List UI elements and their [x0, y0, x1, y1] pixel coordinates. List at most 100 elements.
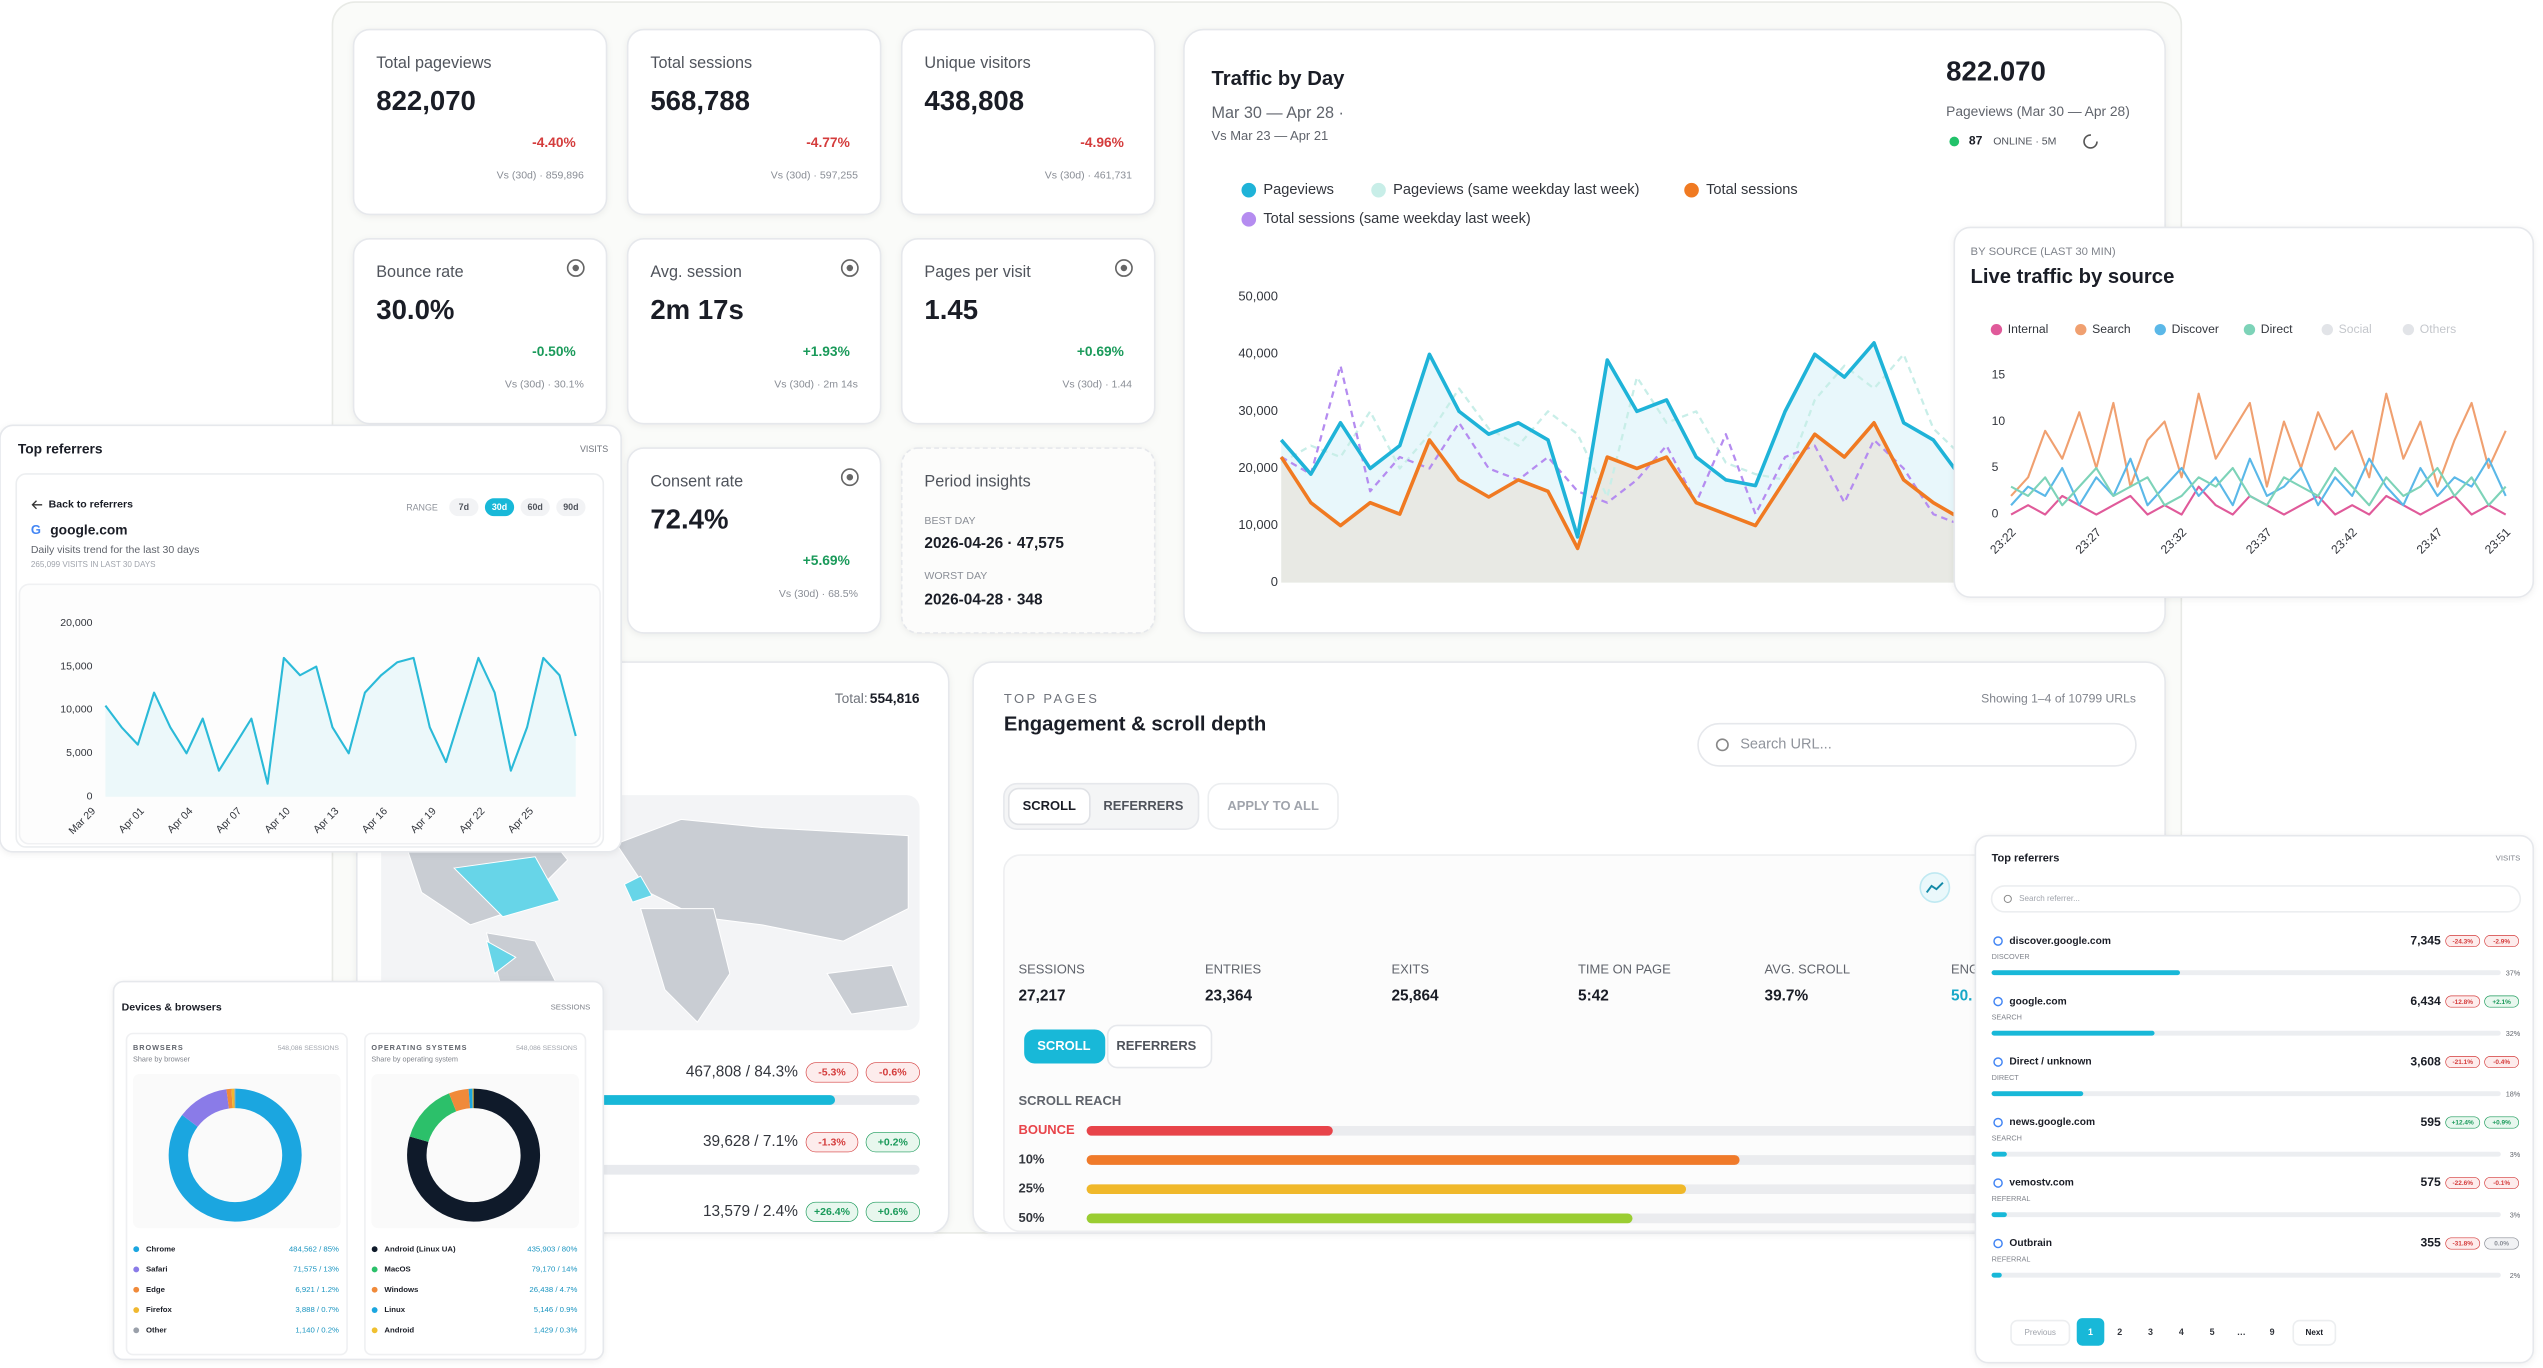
- legend-label: Linux: [384, 1305, 405, 1314]
- page-active[interactable]: [2076, 1318, 2105, 1346]
- card-title: Top referrers: [18, 441, 103, 456]
- kpi-change: -4.40%: [532, 135, 576, 150]
- legend-swatch[interactable]: [1990, 323, 2003, 336]
- legend-swatch: [371, 1327, 378, 1334]
- kpi-compare: Vs (30d) · 68.5%: [779, 588, 858, 600]
- range-button[interactable]: [484, 498, 515, 517]
- legend-swatch[interactable]: [2075, 323, 2087, 336]
- kpi-card: [626, 238, 882, 425]
- range-label[interactable]: 30d: [492, 502, 507, 512]
- info-icon: [840, 468, 859, 487]
- page-number[interactable]: 1: [2088, 1327, 2093, 1337]
- legend-swatch[interactable]: [1371, 182, 1386, 198]
- page-number[interactable]: …: [2237, 1327, 2246, 1337]
- range-label[interactable]: 7d: [459, 502, 469, 512]
- legend-swatch[interactable]: [1241, 182, 1257, 198]
- referrer-type: SEARCH: [1992, 1013, 2022, 1022]
- page-number[interactable]: 2: [2117, 1327, 2122, 1337]
- tab[interactable]: REFERRERS: [1103, 798, 1183, 813]
- map-region: [485, 940, 517, 975]
- range-button[interactable]: [556, 498, 586, 517]
- legend-label[interactable]: Internal: [2008, 322, 2049, 336]
- legend-label[interactable]: Total sessions: [1706, 182, 1798, 198]
- next-button[interactable]: [2292, 1319, 2337, 1346]
- referrer-name[interactable]: google.com: [2009, 996, 2066, 1007]
- legend-label: Android: [384, 1325, 414, 1334]
- legend-label[interactable]: Direct: [2261, 322, 2293, 336]
- info-icon-dot: [1120, 264, 1128, 272]
- prev-label[interactable]: Previous: [2024, 1328, 2056, 1337]
- reach-bar: [1086, 1184, 1687, 1195]
- back-link[interactable]: Back to referrers: [49, 499, 133, 511]
- y-tick-label: 15,000: [60, 660, 92, 672]
- legend-label[interactable]: Social: [2339, 322, 2372, 336]
- prev-button[interactable]: [2010, 1319, 2071, 1346]
- legend-swatch[interactable]: [1684, 182, 1699, 198]
- referrer-name: google.com: [50, 522, 127, 537]
- legend-label[interactable]: Pageviews: [1263, 182, 1334, 198]
- referrer-name[interactable]: news.google.com: [2009, 1117, 2095, 1128]
- legend-swatch: [133, 1246, 140, 1253]
- trend-icon-glyph: [1925, 881, 1944, 893]
- legend-label[interactable]: Search: [2092, 322, 2131, 336]
- change-pill: [2484, 1177, 2519, 1190]
- donut-segment: [168, 1088, 302, 1222]
- legend-value: 71,575 / 13%: [293, 1265, 339, 1274]
- range-button[interactable]: [520, 498, 550, 517]
- kpi-card: [352, 28, 608, 216]
- referrer-name[interactable]: Direct / unknown: [2009, 1057, 2091, 1068]
- subtab[interactable]: REFERRERS: [1116, 1038, 1196, 1053]
- tab[interactable]: SCROLL: [1023, 798, 1076, 813]
- subtab-box[interactable]: [1106, 1024, 1213, 1069]
- referrer-name[interactable]: vemostv.com: [2009, 1178, 2073, 1189]
- kpi-card: [626, 447, 882, 634]
- range-button[interactable]: [449, 498, 479, 517]
- kpi-change: -4.96%: [1080, 135, 1124, 150]
- change-value: -12.8%: [2452, 999, 2473, 1006]
- info-icon-dot: [846, 264, 854, 272]
- referrer-visits: 7,345: [2410, 933, 2441, 947]
- series-line: [2010, 457, 2507, 507]
- kpi-change: -4.77%: [806, 135, 850, 150]
- reach-label: 10%: [1018, 1151, 1044, 1166]
- kpi-change: +5.69%: [803, 553, 850, 568]
- summary: 265,099 VISITS IN LAST 30 DAYS: [31, 560, 156, 569]
- tab-active[interactable]: [1007, 787, 1091, 826]
- panel-subtitle: Share by operating system: [371, 1054, 458, 1063]
- referrer-name[interactable]: discover.google.com: [2009, 936, 2111, 947]
- apply-label[interactable]: APPLY TO ALL: [1227, 798, 1319, 813]
- legend-swatch: [371, 1266, 378, 1273]
- range-label[interactable]: 60d: [528, 502, 543, 512]
- legend-swatch[interactable]: [2154, 323, 2166, 336]
- subtab[interactable]: SCROLL: [1037, 1038, 1090, 1053]
- search-box[interactable]: [1697, 722, 2137, 767]
- legend-label[interactable]: Others: [2420, 322, 2456, 336]
- chart-compare: Vs Mar 23 — Apr 21: [1211, 128, 1328, 143]
- legend-swatch[interactable]: [1241, 212, 1257, 227]
- referrer-visits: 595: [2421, 1115, 2442, 1129]
- result-count: Showing 1–4 of 10799 URLs: [1981, 692, 2136, 706]
- page-number[interactable]: 4: [2179, 1327, 2184, 1337]
- apply-button[interactable]: [1207, 782, 1339, 830]
- search-box[interactable]: [1990, 885, 2522, 913]
- legend-swatch[interactable]: [2321, 323, 2333, 336]
- subtab-active[interactable]: [1024, 1029, 1106, 1064]
- referrer-type: DIRECT: [1992, 1073, 2020, 1082]
- refresh-icon[interactable]: [2083, 134, 2098, 149]
- page-number[interactable]: 5: [2210, 1327, 2215, 1337]
- worst-day: 2026-04-28 · 348: [924, 592, 1043, 609]
- legend-swatch[interactable]: [2402, 323, 2415, 336]
- series-area: [1281, 311, 2141, 583]
- page-number[interactable]: 9: [2270, 1327, 2275, 1337]
- legend-label[interactable]: Pageviews (same weekday last week): [1393, 182, 1639, 198]
- legend-label[interactable]: Total sessions (same weekday last week): [1263, 211, 1530, 227]
- page-number[interactable]: 3: [2148, 1327, 2153, 1337]
- legend-swatch[interactable]: [2243, 323, 2256, 336]
- legend-label[interactable]: Discover: [2172, 322, 2219, 336]
- metric-label: TIME ON PAGE: [1578, 962, 1671, 977]
- change-value: -31.8%: [2452, 1241, 2473, 1248]
- legend-value: 3,888 / 0.7%: [295, 1305, 339, 1314]
- next-label[interactable]: Next: [2306, 1328, 2324, 1337]
- range-label[interactable]: 90d: [563, 502, 578, 512]
- referrer-name[interactable]: Outbrain: [2009, 1238, 2052, 1249]
